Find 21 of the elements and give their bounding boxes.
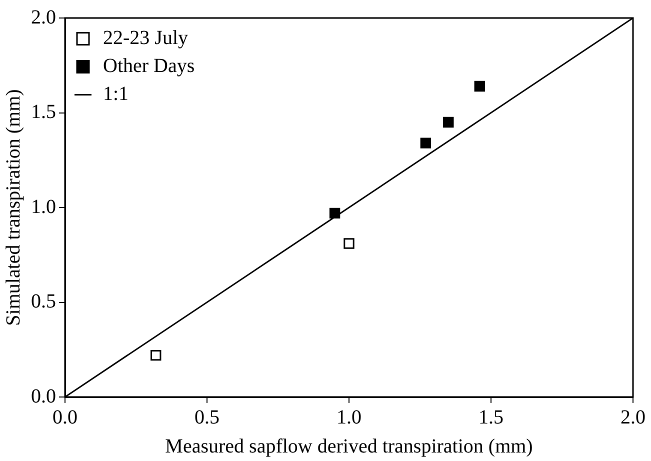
- x-axis-title: Measured sapflow derived transpiration (mm): [165, 435, 533, 458]
- y-axis-title: Simulated transpiration (mm): [2, 89, 24, 326]
- x-tick-label: 1.5: [478, 406, 504, 428]
- y-tick-label: 2.0: [31, 6, 56, 28]
- x-tick-label: 1.0: [336, 406, 362, 428]
- legend-label: 22-23 July: [103, 27, 188, 50]
- legend-label: Other Days: [103, 55, 195, 78]
- y-tick-label: 1.0: [31, 196, 56, 218]
- x-tick-label: 0.5: [194, 406, 220, 428]
- y-tick-label: 0.5: [31, 290, 56, 312]
- x-tick-label: 0.0: [52, 406, 78, 428]
- point: [474, 80, 485, 92]
- point: [443, 116, 454, 128]
- point: [329, 208, 340, 219]
- y-tick-label: 1.5: [31, 101, 56, 123]
- point: [420, 138, 432, 148]
- point: [344, 238, 354, 249]
- x-tick-label: 2.0: [620, 406, 646, 428]
- y-tick-label: 0.0: [31, 385, 56, 408]
- legend-label: 1:1: [103, 83, 129, 106]
- point: [150, 350, 162, 361]
